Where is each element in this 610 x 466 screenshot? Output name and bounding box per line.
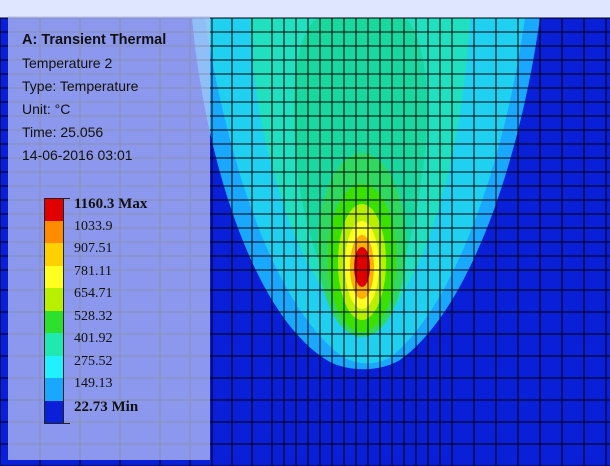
legend-label: 781.11	[74, 263, 112, 279]
legend-bottom-tick	[44, 423, 70, 424]
legend-swatch	[44, 378, 64, 401]
result-name: Temperature 2	[22, 55, 113, 71]
result-unit: Unit: °C	[22, 101, 71, 117]
legend-label: 401.92	[74, 331, 113, 346]
result-date: 14-06-2016 03:01	[22, 147, 133, 163]
legend-swatch	[44, 243, 64, 266]
background-strip	[0, 0, 610, 18]
analysis-title: A: Transient Thermal	[22, 32, 167, 48]
legend-swatch	[44, 310, 64, 333]
result-type: Type: Temperature	[22, 78, 139, 94]
legend-max-label: 1160.3 Max	[74, 196, 148, 212]
legend-label: 275.52	[74, 353, 113, 369]
legend-label: 1033.9	[74, 218, 113, 234]
legend-top-tick	[44, 198, 70, 199]
legend-label: 654.71	[74, 286, 113, 301]
legend-swatch	[44, 265, 64, 288]
legend-swatch	[44, 355, 64, 378]
legend-swatch	[44, 333, 64, 356]
result-info-panel: A: Transient Thermal Temperature 2 Type:…	[8, 16, 210, 460]
legend-swatch	[44, 288, 64, 311]
legend-swatch	[44, 220, 64, 243]
result-time: Time: 25.056	[22, 124, 104, 140]
legend-swatch	[44, 400, 64, 423]
legend-label: 907.51	[74, 241, 113, 256]
legend-label: 149.13	[74, 376, 113, 391]
legend-label: 528.32	[74, 308, 113, 324]
contour-max	[354, 247, 370, 287]
legend-min-label: 22.73 Min	[74, 398, 139, 415]
legend-swatch	[44, 198, 64, 221]
